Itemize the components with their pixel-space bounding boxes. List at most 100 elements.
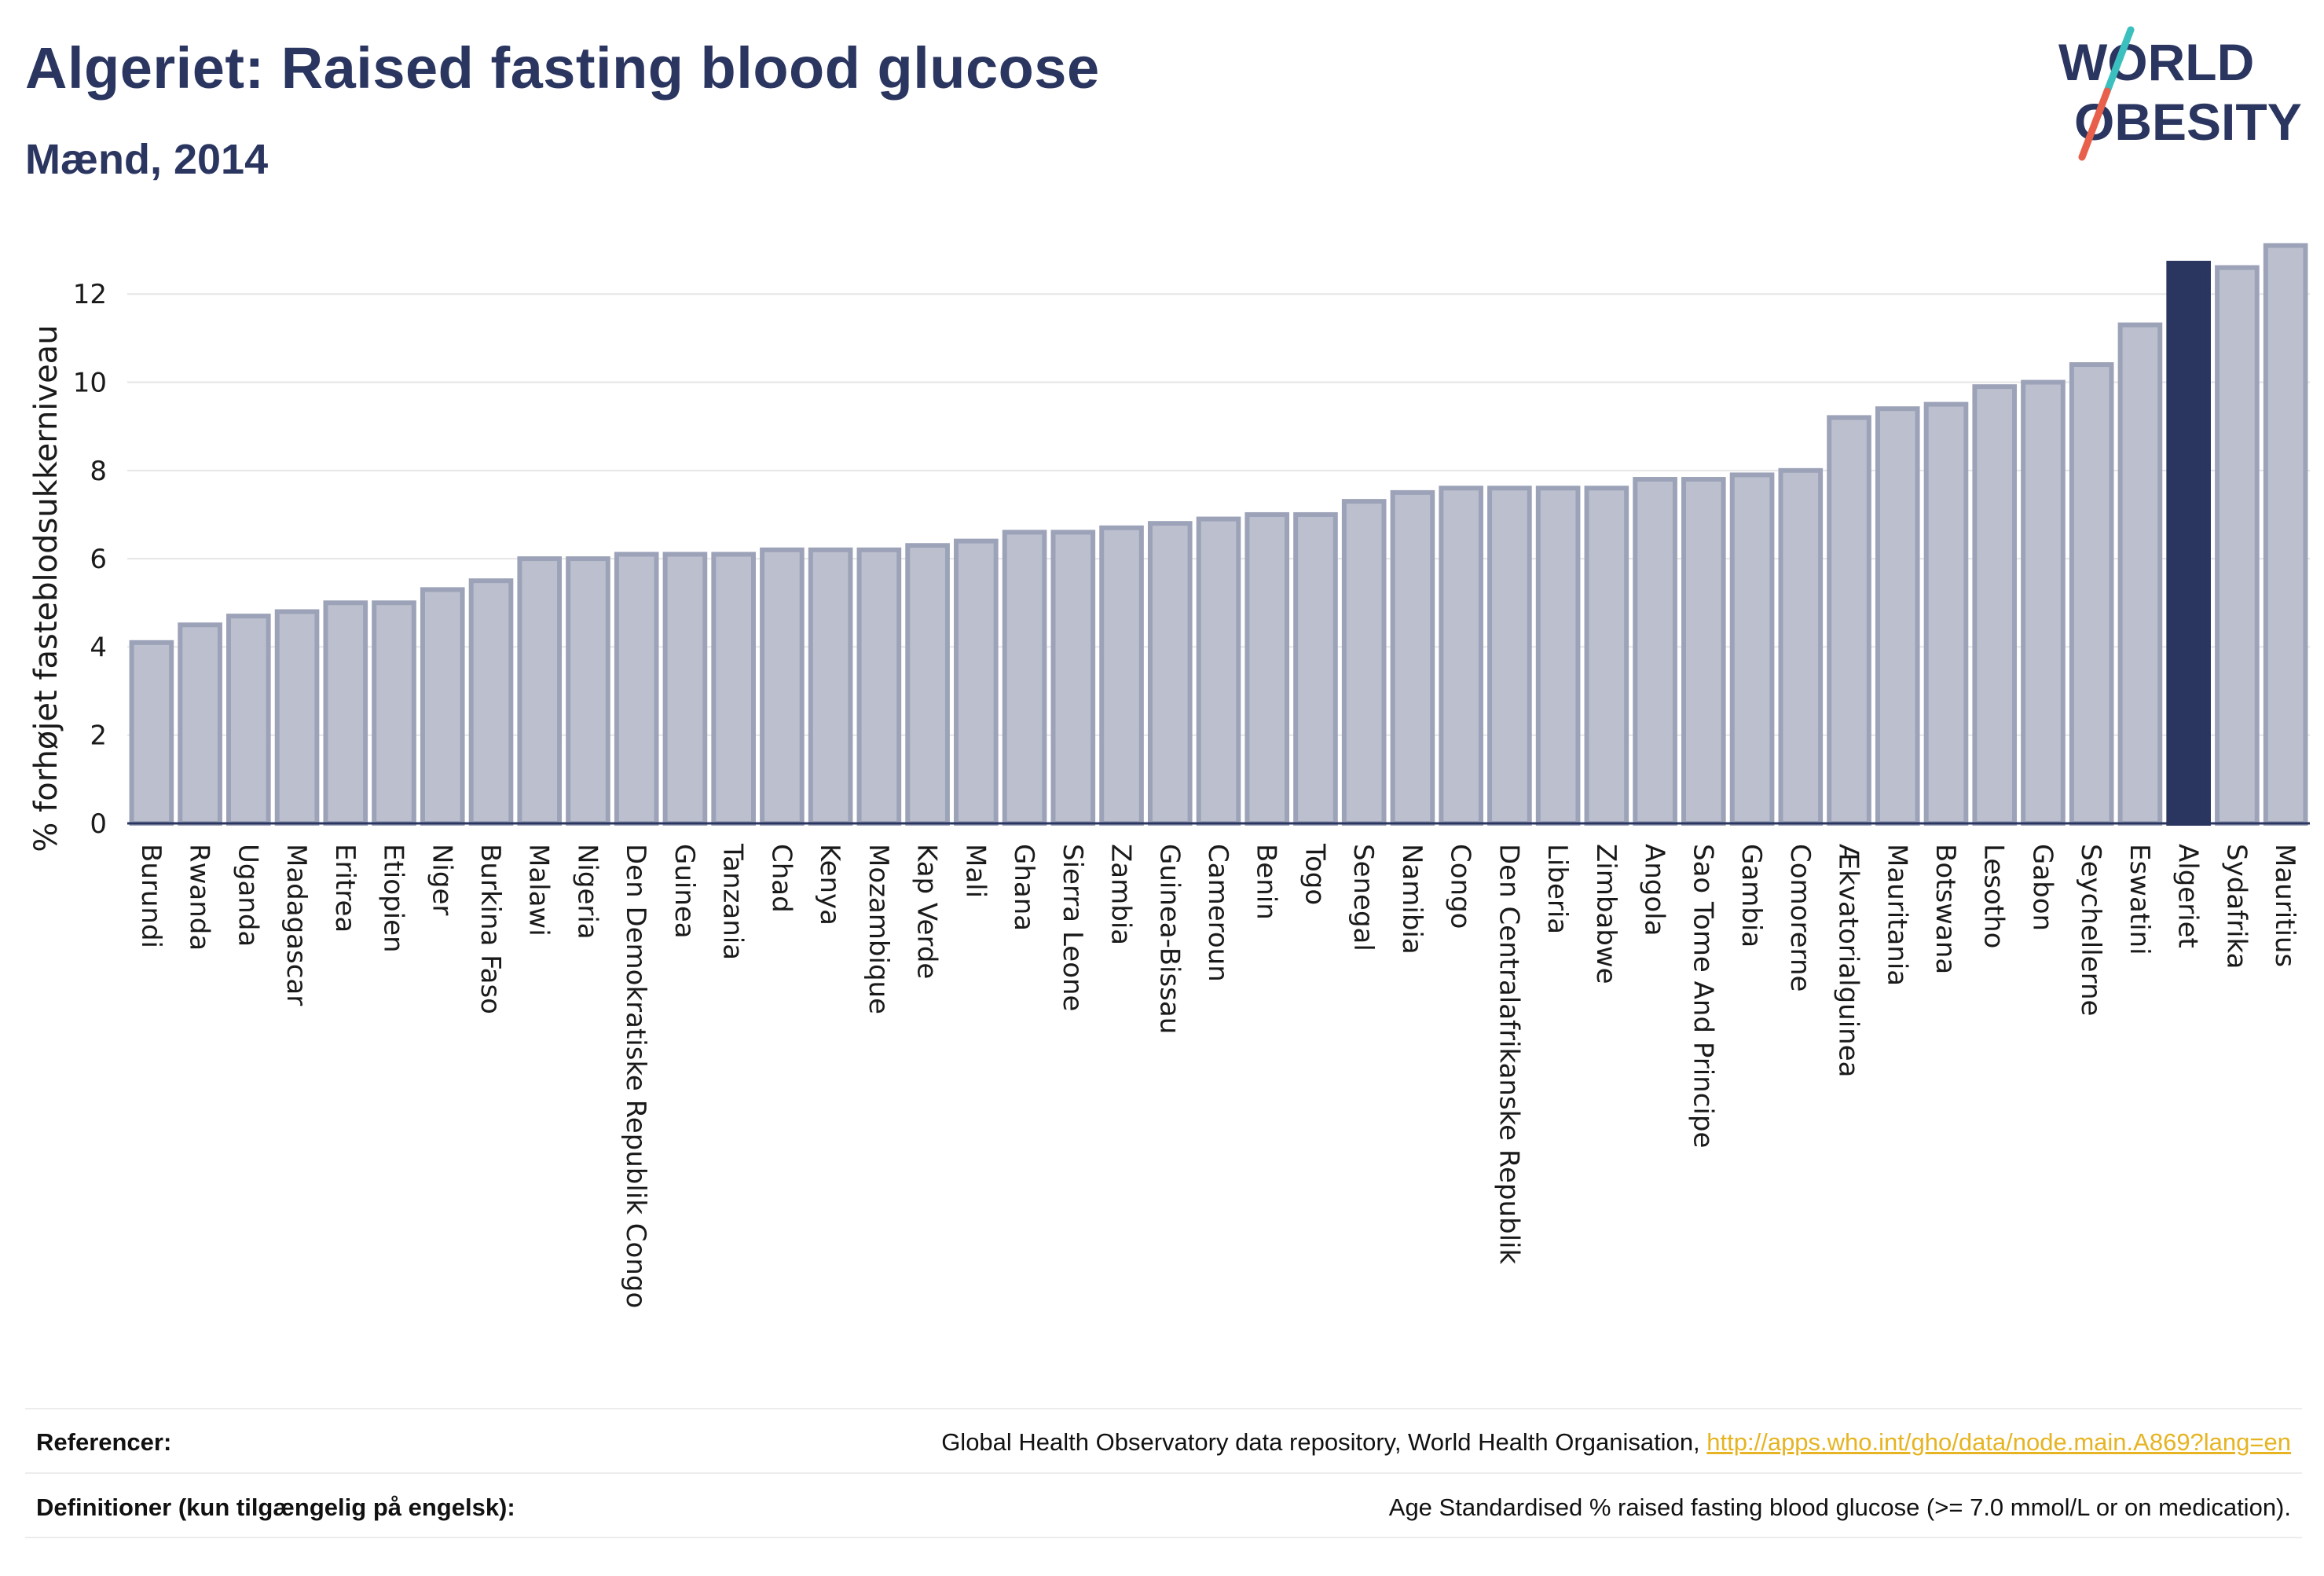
bar xyxy=(1972,384,2018,826)
x-tick-label: Cameroun xyxy=(1202,844,1233,982)
footer-divider-mid xyxy=(25,1472,2302,1474)
footer-divider-top xyxy=(25,1408,2302,1409)
x-tick-label: Den Demokratiske Republik Congo xyxy=(620,844,651,1308)
x-tick-label: Eritrea xyxy=(329,844,361,933)
bar xyxy=(856,547,902,826)
references-text: Global Health Observatory data repositor… xyxy=(941,1428,1707,1456)
x-tick-label: Kenya xyxy=(814,844,845,925)
definitions-row: Definitioner (kun tilgængelig på engelsk… xyxy=(25,1484,2302,1531)
bar xyxy=(2021,379,2066,826)
bar xyxy=(614,552,659,826)
x-tick-label: Nigeria xyxy=(571,844,603,940)
bar xyxy=(662,552,708,826)
x-tick-label: Mauritania xyxy=(1881,844,1912,986)
x-tick-label: Algeriet xyxy=(2172,844,2204,948)
footer-divider-bottom xyxy=(25,1537,2302,1538)
x-tick-label: Uganda xyxy=(232,844,263,947)
references-link[interactable]: http://apps.who.int/gho/data/node.main.A… xyxy=(1706,1428,2291,1456)
x-tick-label: Chad xyxy=(765,844,797,913)
x-tick-label: Seychellerne xyxy=(2075,844,2106,1016)
bar xyxy=(711,552,756,826)
y-tick-label: 10 xyxy=(73,368,107,399)
bar xyxy=(1341,499,1387,826)
bar xyxy=(2069,362,2114,826)
x-tick-label: Mozambique xyxy=(863,844,894,1014)
logo-line2: OBESITY xyxy=(2074,93,2302,151)
x-tick-label: Kap Verde xyxy=(911,844,943,979)
x-tick-label: Lesotho xyxy=(1978,844,2010,948)
bar xyxy=(226,614,271,826)
x-tick-label: Senegal xyxy=(1347,844,1379,951)
x-tick-label: Den Centralafrikanske Republik xyxy=(1493,844,1524,1264)
chart-title: Algeriet: Raised fasting blood glucose xyxy=(25,35,1100,101)
bar xyxy=(1778,467,1824,826)
y-axis-label: % forhøjet fasteblodsukkerniveau xyxy=(28,324,64,852)
y-tick-label: 12 xyxy=(73,279,107,310)
x-tick-label: Mauritius xyxy=(2269,844,2300,967)
bar xyxy=(566,556,610,826)
bar xyxy=(1487,486,1532,826)
bar xyxy=(905,543,950,826)
references-value: Global Health Observatory data repositor… xyxy=(941,1428,2302,1457)
references-row: Referencer: Global Health Observatory da… xyxy=(25,1419,2302,1466)
y-tick-label: 0 xyxy=(90,808,107,840)
bar xyxy=(178,622,222,826)
bar xyxy=(2117,322,2163,826)
bar xyxy=(1681,477,1726,826)
bar xyxy=(517,556,563,826)
x-tick-label: Botswana xyxy=(1930,844,1961,974)
bar xyxy=(1923,401,1969,826)
x-tick-label: Burkina Faso xyxy=(475,844,506,1014)
bar xyxy=(1002,530,1047,826)
x-tick-label: Ækvatorialguinea xyxy=(1833,844,1864,1077)
x-tick-label: Mali xyxy=(959,844,991,898)
bar xyxy=(2215,265,2260,826)
bar xyxy=(420,587,465,826)
chart-subtitle: Mænd, 2014 xyxy=(25,136,269,183)
x-tick-label: Rwanda xyxy=(184,844,215,951)
bar-highlight xyxy=(2166,260,2211,826)
bar xyxy=(1535,486,1581,826)
bars xyxy=(129,243,2308,826)
bar xyxy=(1584,486,1629,826)
x-tick-label: Sydafrika xyxy=(2220,844,2252,969)
bar xyxy=(1293,511,1338,826)
x-tick-label: Congo xyxy=(1445,844,1476,929)
x-tick-label: Gabon xyxy=(2026,844,2058,931)
world-obesity-logo: WORLD OBESITY xyxy=(2058,26,2302,161)
bar xyxy=(1099,525,1144,826)
x-tick-label: Togo xyxy=(1299,843,1330,905)
x-tick-label: Sao Tome And Principe xyxy=(1687,844,1718,1148)
definitions-label: Definitioner (kun tilgængelig på engelsk… xyxy=(36,1494,515,1521)
bar xyxy=(2263,243,2308,826)
references-label: Referencer: xyxy=(36,1428,172,1456)
y-tick-label: 8 xyxy=(90,456,107,487)
x-tick-label: Angola xyxy=(1639,844,1670,936)
y-tick-label: 6 xyxy=(90,544,107,575)
bar-chart: 0 2 4 6 8 10 12 Burundi Rwanda Uganda Madagascar Er… xyxy=(28,243,2310,1308)
bar xyxy=(954,538,999,826)
x-tick-label: Guinea-Bissau xyxy=(1153,844,1185,1034)
bar xyxy=(1196,516,1241,826)
x-tick-label: Namibia xyxy=(1396,844,1428,955)
definitions-text: Age Standardised % raised fasting blood … xyxy=(1388,1494,2291,1521)
x-tick-label: Ghana xyxy=(1008,844,1039,931)
y-tick-label: 4 xyxy=(90,632,107,663)
bar xyxy=(1050,530,1096,826)
bar xyxy=(1244,511,1290,826)
bar xyxy=(1147,521,1193,826)
logo-line1: WORLD xyxy=(2058,33,2254,91)
bar xyxy=(372,600,416,826)
bar xyxy=(1875,406,1920,826)
x-tick-label: Eswatini xyxy=(2124,844,2155,955)
x-tick-label: Sierra Leone xyxy=(1057,844,1088,1011)
bar xyxy=(1827,415,1871,826)
x-tick-label: Comorerne xyxy=(1784,844,1816,991)
bar xyxy=(1390,489,1435,826)
bar xyxy=(1439,486,1483,826)
bar xyxy=(1729,472,1775,826)
bar xyxy=(760,547,805,826)
bar xyxy=(808,547,853,826)
x-tick-label: Niger xyxy=(426,844,457,915)
bar xyxy=(129,640,174,826)
